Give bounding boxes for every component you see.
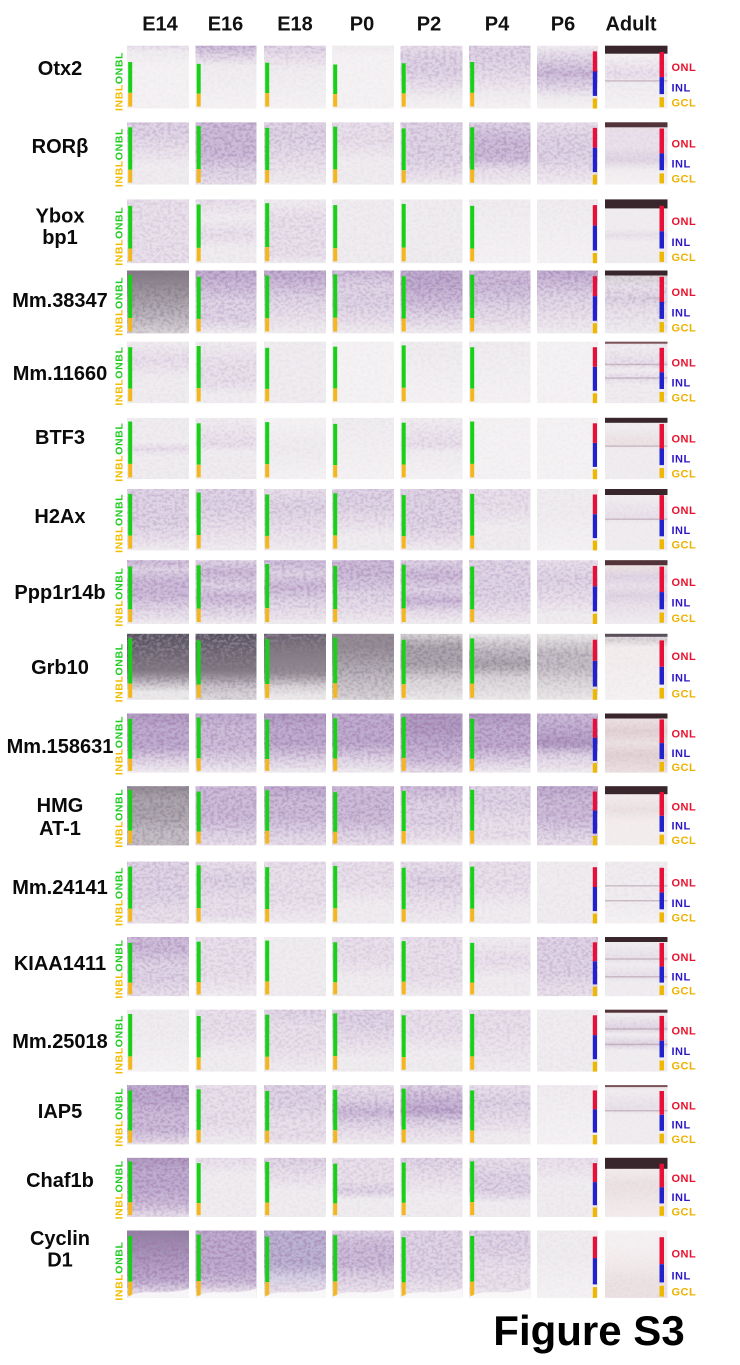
svg-text:INBLONBL: INBLONBL [114,643,126,702]
svg-text:D1: D1 [47,1250,73,1272]
svg-text:ONL: ONL [672,139,697,151]
svg-text:Mm.25018: Mm.25018 [12,1031,108,1053]
svg-text:ONL: ONL [672,952,697,964]
svg-text:INL: INL [672,971,691,983]
svg-text:P0: P0 [350,14,374,36]
svg-text:GCL: GCL [672,1061,697,1073]
svg-text:RORβ: RORβ [32,136,89,158]
svg-text:INBLONBL: INBLONBL [114,1015,126,1074]
svg-text:ONL: ONL [672,358,697,370]
svg-text:ONL: ONL [672,801,697,813]
svg-text:ONL: ONL [672,434,697,446]
svg-text:Ybox: Ybox [36,206,85,228]
svg-text:ONL: ONL [672,287,697,299]
svg-text:GCL: GCL [672,252,697,264]
svg-text:Mm.11660: Mm.11660 [13,363,108,385]
svg-text:INL: INL [672,159,691,171]
svg-text:INBLONBL: INBLONBL [114,423,126,482]
svg-text:INBLONBL: INBLONBL [114,347,126,406]
svg-text:INL: INL [672,525,691,537]
svg-text:GCL: GCL [672,913,697,925]
svg-text:P6: P6 [551,14,575,36]
svg-text:INBLONBL: INBLONBL [114,789,126,848]
svg-text:E16: E16 [208,14,244,36]
svg-text:ONL: ONL [672,577,697,589]
svg-text:ONL: ONL [672,1248,697,1260]
svg-text:INL: INL [672,1120,691,1132]
svg-text:E14: E14 [142,14,178,36]
svg-text:Mm.158631: Mm.158631 [7,736,114,758]
svg-text:INBLONBL: INBLONBL [114,716,126,775]
svg-text:GCL: GCL [672,762,697,774]
svg-text:INBLONBL: INBLONBL [114,52,126,111]
svg-text:ONL: ONL [672,505,697,517]
svg-text:GCL: GCL [672,174,697,186]
svg-text:INBLONBL: INBLONBL [114,568,126,627]
svg-text:ONL: ONL [672,878,697,890]
svg-text:Grb10: Grb10 [31,657,89,679]
svg-text:INBLONBL: INBLONBL [114,277,126,336]
svg-text:Mm.38347: Mm.38347 [12,290,108,312]
svg-text:Otx2: Otx2 [38,58,82,80]
svg-text:GCL: GCL [672,1206,697,1218]
svg-text:INBLONBL: INBLONBL [114,1160,126,1219]
svg-text:IAP5: IAP5 [38,1101,82,1123]
svg-text:GCL: GCL [672,835,697,847]
svg-text:Adult: Adult [605,14,656,36]
svg-text:ONL: ONL [672,1026,697,1038]
svg-text:INL: INL [672,673,691,685]
svg-text:E18: E18 [277,14,313,36]
svg-text:INL: INL [672,378,691,390]
svg-text:ONL: ONL [672,216,697,228]
svg-text:GCL: GCL [672,392,697,404]
svg-text:H2Ax: H2Ax [34,506,85,528]
svg-text:INBLONBL: INBLONBL [114,494,126,553]
svg-text:INL: INL [672,1270,691,1282]
svg-text:INL: INL [672,83,691,95]
svg-text:Chaf1b: Chaf1b [26,1170,94,1192]
svg-text:GCL: GCL [672,540,697,552]
svg-text:INL: INL [672,307,691,319]
svg-text:INL: INL [672,1046,691,1058]
svg-text:BTF3: BTF3 [35,427,85,449]
svg-text:INBLONBL: INBLONBL [114,1242,126,1301]
svg-text:INL: INL [672,748,691,760]
svg-text:GCL: GCL [672,689,697,701]
svg-text:INL: INL [672,237,691,249]
svg-text:ONL: ONL [672,651,697,663]
svg-text:GCL: GCL [672,322,697,334]
svg-text:INBLONBL: INBLONBL [114,940,126,999]
svg-text:Mm.24141: Mm.24141 [12,877,108,899]
svg-text:INL: INL [672,898,691,910]
svg-text:ONL: ONL [672,729,697,741]
svg-text:GCL: GCL [672,1287,697,1299]
svg-text:ONL: ONL [672,62,697,74]
svg-text:AT-1: AT-1 [39,818,81,840]
svg-text:bp1: bp1 [42,227,78,249]
svg-text:INBLONBL: INBLONBL [114,1088,126,1147]
svg-text:GCL: GCL [672,986,697,998]
svg-text:Figure S3: Figure S3 [493,1307,684,1354]
svg-text:INBLONBL: INBLONBL [114,128,126,187]
svg-text:KIAA1411: KIAA1411 [14,953,106,975]
svg-text:INL: INL [672,1192,691,1204]
svg-text:Cyclin: Cyclin [30,1228,90,1250]
svg-text:Ppp1r14b: Ppp1r14b [14,582,105,604]
svg-text:P4: P4 [485,14,510,36]
svg-text:INBLONBL: INBLONBL [114,867,126,926]
svg-text:INBLONBL: INBLONBL [114,207,126,266]
svg-text:ONL: ONL [672,1100,697,1112]
svg-text:GCL: GCL [672,98,697,110]
svg-text:ONL: ONL [672,1173,697,1185]
svg-text:HMG: HMG [37,795,84,817]
svg-text:GCL: GCL [672,1134,697,1146]
svg-text:INL: INL [672,598,691,610]
svg-text:INL: INL [672,821,691,833]
svg-text:INL: INL [672,454,691,466]
svg-text:P2: P2 [417,14,441,36]
svg-text:GCL: GCL [672,468,697,480]
svg-text:GCL: GCL [672,613,697,625]
